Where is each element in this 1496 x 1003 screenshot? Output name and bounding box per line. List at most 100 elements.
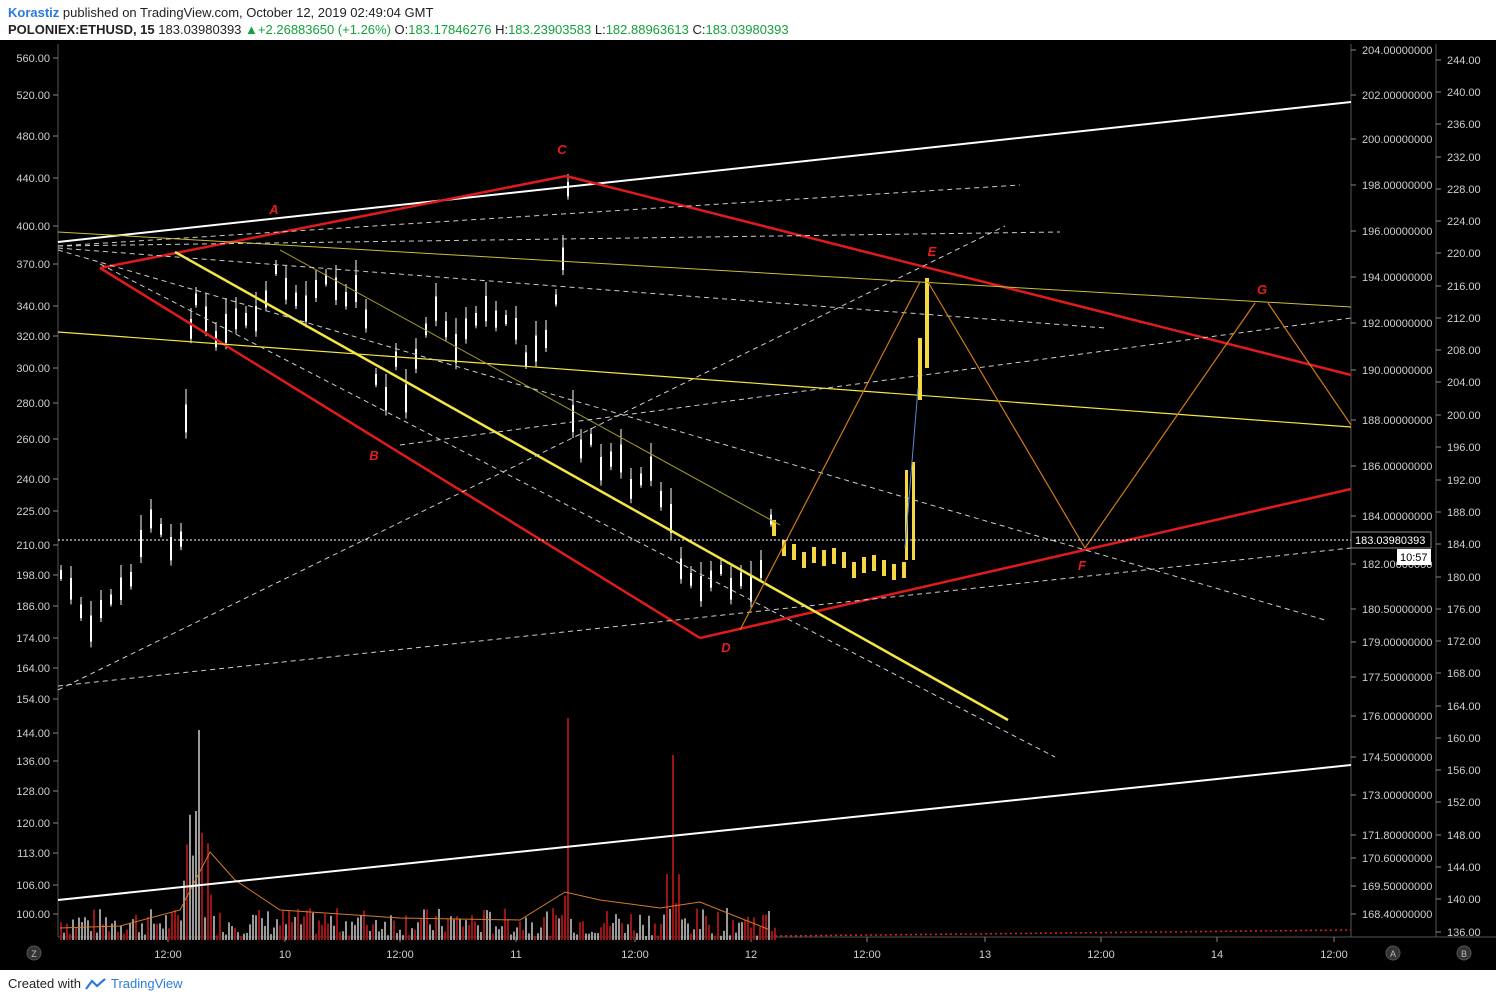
volume-bar bbox=[123, 933, 125, 940]
volume-bar bbox=[483, 910, 485, 940]
candle-body bbox=[700, 576, 702, 602]
right-a-axis-label: 169.50000000 bbox=[1362, 881, 1432, 893]
time-axis-label: 12:00 bbox=[853, 949, 881, 961]
volume-bar bbox=[252, 914, 254, 940]
right-b-axis-label: 192.00 bbox=[1447, 475, 1481, 487]
candle-body bbox=[275, 265, 277, 274]
left-axis-label: 520.00 bbox=[16, 90, 50, 102]
projection-candle bbox=[822, 550, 826, 566]
current-price-box bbox=[1350, 531, 1432, 549]
volume-bar bbox=[276, 919, 278, 940]
projection-candle bbox=[892, 564, 896, 580]
pattern-label-b: B bbox=[369, 448, 378, 463]
volume-ma-line bbox=[59, 851, 771, 931]
right-b-axis-label: 232.00 bbox=[1447, 152, 1481, 164]
time-axis-label: 12 bbox=[745, 949, 757, 961]
axis-button-label: A bbox=[1390, 949, 1396, 959]
volume-bar bbox=[414, 929, 416, 940]
volume-bar bbox=[231, 926, 233, 940]
candle-body bbox=[730, 578, 732, 600]
candle-body bbox=[435, 296, 437, 321]
volume-bar bbox=[162, 928, 164, 940]
volume-bar bbox=[153, 923, 155, 940]
right-b-axis-label: 204.00 bbox=[1447, 377, 1481, 389]
candle-body bbox=[535, 335, 537, 362]
axis-button-label: Z bbox=[31, 949, 37, 959]
volume-bar bbox=[507, 918, 509, 940]
left-axis-label: 113.00 bbox=[17, 848, 50, 860]
volume-bar bbox=[327, 923, 329, 940]
volume-bar bbox=[474, 921, 476, 940]
close-value: 183.03980393 bbox=[705, 22, 789, 37]
right-a-axis-label: 200.00000000 bbox=[1362, 134, 1432, 146]
left-axis-label: 128.00 bbox=[16, 786, 50, 798]
candle-body bbox=[465, 318, 467, 340]
candle-body bbox=[190, 319, 192, 339]
left-axis-label: 198.00 bbox=[16, 570, 50, 582]
volume-bar bbox=[669, 908, 671, 940]
volume-bar bbox=[420, 918, 422, 940]
volume-bar bbox=[108, 931, 110, 940]
volume-bar bbox=[423, 909, 425, 940]
volume-bar bbox=[456, 916, 458, 940]
volume-bar bbox=[708, 924, 710, 940]
volume-bar bbox=[534, 935, 536, 940]
projection-candle bbox=[872, 555, 876, 571]
volume-bar bbox=[750, 927, 752, 940]
volume-bar bbox=[702, 909, 704, 940]
left-axis-label: 106.00 bbox=[16, 880, 50, 892]
volume-bar bbox=[465, 920, 467, 940]
volume-bar bbox=[297, 908, 299, 940]
tradingview-brand[interactable]: TradingView bbox=[110, 976, 183, 991]
volume-bar bbox=[516, 927, 518, 940]
axis-button-a[interactable] bbox=[1385, 945, 1401, 961]
volume-bar bbox=[312, 912, 314, 940]
chart-area[interactable]: 560.00 520.00 480.00 440.00 400.00 370.00 340.… bbox=[0, 40, 1496, 970]
volume-bar bbox=[156, 923, 158, 940]
axis-button-b[interactable] bbox=[1456, 945, 1472, 961]
candle-body bbox=[160, 524, 162, 535]
volume-bar bbox=[693, 929, 695, 940]
price-change: +2.26883650 (+1.26%) bbox=[257, 22, 391, 37]
volume-bar bbox=[522, 929, 524, 940]
dashed-rising-1 bbox=[57, 225, 1006, 691]
volume-bar bbox=[177, 915, 179, 940]
volume-bar bbox=[774, 927, 776, 940]
right-b-axis-label: 188.00 bbox=[1447, 507, 1481, 519]
right-b-axis-label: 224.00 bbox=[1447, 216, 1481, 228]
axis-button-z[interactable] bbox=[26, 945, 42, 961]
projection-leg-3 bbox=[1084, 302, 1256, 549]
candle-body bbox=[505, 315, 507, 324]
volume-bar bbox=[438, 908, 440, 940]
volume-bar bbox=[771, 931, 773, 940]
pattern-label-d: D bbox=[721, 640, 731, 655]
projection-candle bbox=[925, 278, 929, 368]
right-a-axis-label: 184.00000000 bbox=[1362, 511, 1432, 523]
volume-bar bbox=[648, 915, 650, 940]
open-value: 183.17846276 bbox=[408, 22, 492, 37]
volume-bar bbox=[189, 814, 191, 940]
volume-bar bbox=[207, 843, 209, 940]
volume-bar bbox=[348, 935, 350, 940]
volume-bar bbox=[120, 926, 122, 940]
left-axis-label: 560.00 bbox=[16, 53, 50, 65]
author-name[interactable]: Korastiz bbox=[8, 5, 60, 20]
volume-bar bbox=[267, 911, 269, 940]
left-axis-label: 280.00 bbox=[16, 398, 50, 410]
candle-body bbox=[580, 439, 582, 459]
volume-bar bbox=[93, 909, 95, 940]
volume-bar bbox=[99, 909, 101, 940]
volume-bar bbox=[756, 935, 758, 940]
projection-candle bbox=[832, 548, 836, 564]
dashed-upper-1 bbox=[57, 184, 1021, 247]
price-chart[interactable]: 560.00 520.00 480.00 440.00 400.00 370.00 340.… bbox=[0, 40, 1496, 970]
volume-bar bbox=[549, 935, 551, 940]
volume-bar bbox=[141, 923, 143, 940]
volume-bar bbox=[639, 914, 641, 940]
volume-bar bbox=[687, 923, 689, 940]
right-a-axis-label: 180.50000000 bbox=[1362, 604, 1432, 616]
right-a-axis-label: 171.80000000 bbox=[1362, 830, 1432, 842]
candle-body bbox=[660, 491, 662, 508]
candle-body bbox=[640, 473, 642, 486]
yellow-line-upper bbox=[57, 231, 1352, 308]
